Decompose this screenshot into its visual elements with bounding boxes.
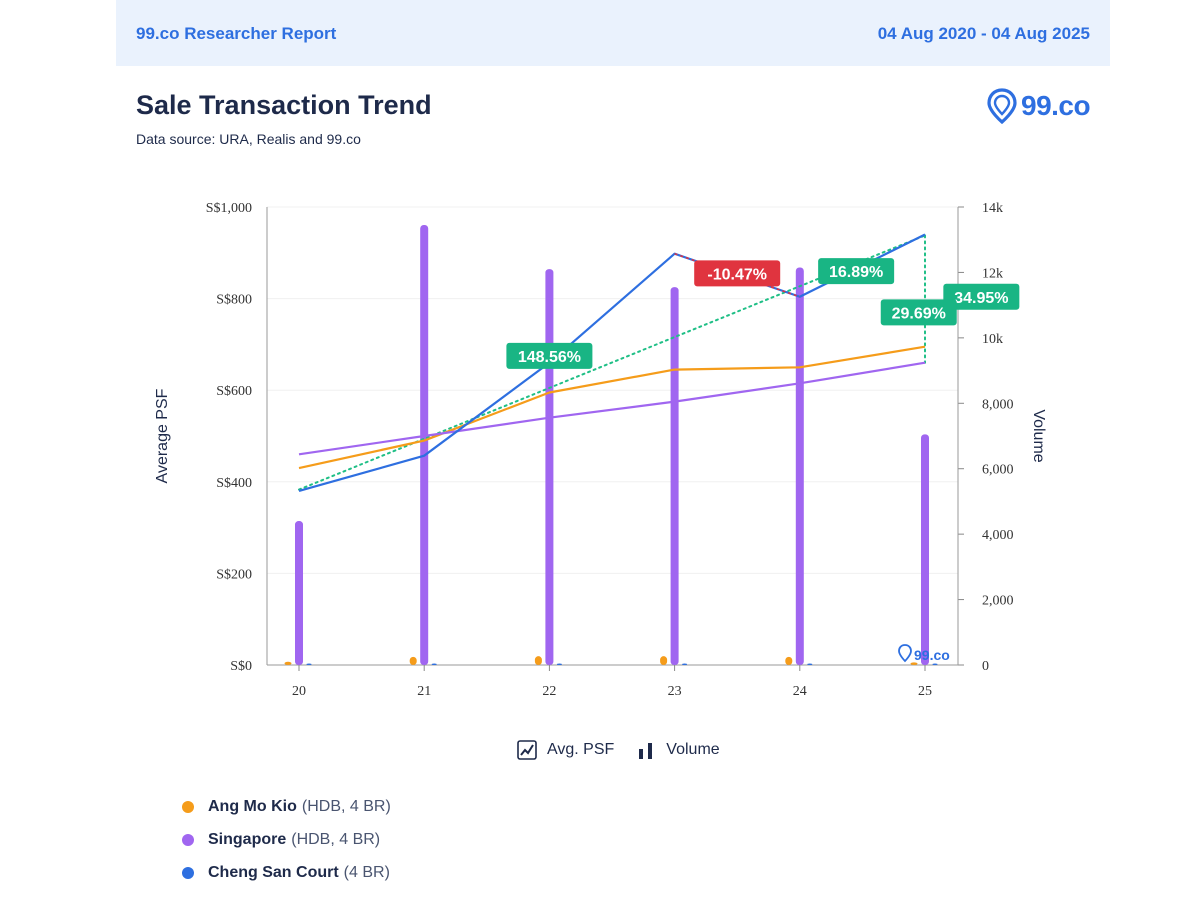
y-right-tick-label: 8,000: [982, 397, 1014, 412]
legend-item-singapore[interactable]: Singapore (HDB, 4 BR): [182, 823, 391, 856]
x-tick-label: 22: [542, 684, 556, 699]
volume-bar: [295, 521, 303, 665]
volume-bar: [932, 663, 938, 665]
annotation-badge: [694, 260, 781, 287]
y-right-tick-label: 0: [982, 659, 989, 674]
y-right-axis-title: Volume: [1030, 409, 1047, 462]
chart-title: Sale Transaction Trend: [136, 90, 432, 120]
legend-dot: [182, 800, 194, 813]
volume-bar: [785, 656, 793, 665]
volume-bar: [556, 663, 562, 665]
series-line: [298, 345, 926, 470]
sale-transaction-chart: S$0 S$200 S$400 S$600 S$800 S$1,000 0 2,000 4,00…: [154, 201, 1047, 699]
watermark-pin-icon: [898, 644, 912, 663]
annotation-badge: [880, 299, 957, 326]
volume-bar: [910, 662, 918, 665]
location-pin-icon: [987, 88, 1017, 124]
volume-bar: [660, 656, 668, 665]
volume-bar: [921, 434, 929, 665]
y-tick-label: S$400: [216, 476, 252, 491]
brand-logo: 99.co: [987, 86, 1091, 126]
x-tick-label: 23: [668, 684, 682, 699]
annotation-badge: [943, 283, 1020, 310]
y-right-tick-label: 10k: [982, 332, 1003, 347]
legend-item-cheng-san-court[interactable]: Cheng San Court (4 BR): [182, 856, 391, 889]
report-date-range: 04 Aug 2020 - 04 Aug 2025: [877, 24, 1090, 43]
annotation-label: 148.56%: [518, 349, 581, 366]
volume-bar: [545, 269, 554, 665]
legend-detail: (HDB, 4 BR): [291, 830, 381, 848]
avg-psf-toggle[interactable]: Avg. PSF: [517, 740, 614, 760]
annotation-badge: [506, 342, 593, 369]
legend-detail: (HDB, 4 BR): [301, 797, 391, 815]
y-right-tick-label: 14k: [982, 201, 1003, 216]
line-chart-icon: [517, 740, 537, 760]
chart-subtitle: Data source: URA, Realis and 99.co: [136, 131, 361, 147]
volume-bar: [807, 663, 813, 665]
volume-bar: [284, 661, 292, 665]
y-tick-label: S$0: [230, 659, 252, 674]
volume-bar: [431, 663, 437, 665]
x-tick-label: 25: [918, 684, 932, 699]
series-line: [298, 361, 926, 456]
legend-name: Cheng San Court: [208, 863, 339, 881]
report-header-band: [116, 0, 1110, 66]
y-tick-label: S$600: [216, 384, 252, 399]
logo-text: 99.co: [1021, 90, 1091, 121]
y-tick-label: S$200: [216, 567, 252, 582]
legend-dot: [182, 866, 194, 879]
legend-name: Singapore: [208, 830, 287, 848]
annotation-label: -10.47%: [707, 266, 767, 283]
legend-detail: (4 BR): [343, 863, 390, 881]
volume-bar: [306, 663, 312, 665]
volume-bar: [670, 287, 679, 665]
y-right-tick-label: 2,000: [982, 594, 1014, 609]
y-right-tick-label: 4,000: [982, 528, 1014, 543]
x-tick-label: 24: [793, 684, 807, 699]
annotation-label: 34.95%: [954, 290, 1008, 307]
x-tick-label: 21: [417, 684, 431, 699]
series-toggles: Avg. PSF Volume: [517, 740, 720, 760]
y-right-tick-label: 6,000: [982, 463, 1014, 478]
annotation-label: 16.89%: [829, 264, 883, 281]
volume-bar: [409, 656, 417, 665]
y-tick-label: S$800: [216, 293, 252, 308]
avg-psf-toggle-label: Avg. PSF: [547, 741, 615, 758]
volume-bar: [682, 663, 688, 665]
volume-toggle[interactable]: Volume: [636, 740, 720, 760]
volume-bar: [534, 656, 542, 665]
annotation-badge: [818, 258, 895, 285]
volume-bar: [795, 267, 804, 665]
legend-item-ang-mo-kio[interactable]: Ang Mo Kio (HDB, 4 BR): [182, 790, 391, 823]
volume-bar: [420, 224, 429, 665]
chart-watermark: 99.co: [914, 647, 950, 663]
y-tick-label: S$1,000: [206, 201, 252, 216]
report-title: 99.co Researcher Report: [136, 24, 337, 43]
y-right-tick-label: 12k: [982, 266, 1003, 281]
annotation-label: 29.69%: [892, 305, 946, 322]
volume-toggle-label: Volume: [666, 741, 720, 758]
x-tick-label: 20: [292, 684, 306, 699]
y-axis-title: Average PSF: [154, 388, 171, 483]
legend-name: Ang Mo Kio: [208, 797, 297, 815]
bar-chart-icon: [639, 743, 653, 759]
legend-dot: [182, 833, 194, 846]
series-legend: Ang Mo Kio (HDB, 4 BR) Singapore (HDB, 4…: [182, 790, 391, 889]
series-line: [298, 233, 926, 493]
